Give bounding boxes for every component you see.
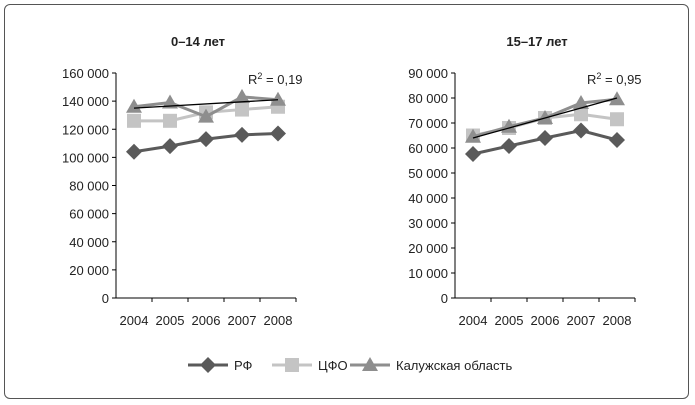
data-point	[537, 130, 553, 146]
chart-panel-1: 0–14 лет 0 20 000 40 000 60 000 80 000 100 000…	[62, 34, 303, 328]
data-point	[162, 138, 178, 155]
chart-panel-2: 15–17 лет 0 10 000 20 000 30 000 40 000 50 000…	[408, 34, 641, 328]
data-point	[574, 107, 588, 122]
x-tick-label: 2004	[459, 313, 488, 328]
data-point	[610, 112, 624, 127]
data-point	[162, 94, 178, 109]
data-point	[126, 143, 142, 160]
y-tick-label: 20 000	[69, 263, 109, 278]
data-point	[234, 126, 250, 143]
data-point	[127, 113, 141, 128]
x-tick-label: 2006	[531, 313, 560, 328]
r-squared-label: R2 = 0,19	[248, 71, 303, 87]
data-point	[234, 88, 250, 103]
r-superscript: 2	[596, 71, 601, 81]
r-squared-label: R2 = 0,95	[587, 71, 642, 87]
chart-frame	[4, 4, 689, 399]
y-tick-label: 60 000	[408, 141, 448, 156]
y-tick-label: 160 000	[62, 66, 109, 81]
chart-title: 15–17 лет	[506, 34, 567, 49]
legend: РФ ЦФО Калужская область	[188, 357, 512, 373]
x-tick-label: 2007	[567, 313, 596, 328]
data-point	[573, 95, 589, 109]
y-tick-label: 0	[102, 291, 109, 306]
x-tick-label: 2005	[156, 313, 185, 328]
legend-marker-diamond	[200, 357, 216, 373]
data-point	[537, 110, 553, 124]
legend-marker-square	[285, 358, 299, 372]
x-tick-label: 2008	[264, 313, 293, 328]
legend-label: РФ	[234, 358, 253, 373]
legend-marker-triangle	[362, 357, 378, 371]
y-tick-label: 60 000	[69, 207, 109, 222]
y-tick-label: 20 000	[408, 241, 448, 256]
chart-title: 0–14 лет	[171, 34, 225, 49]
data-point	[609, 132, 625, 148]
legend-label: ЦФО	[318, 358, 348, 373]
y-tick-label: 120 000	[62, 122, 109, 137]
y-tick-label: 140 000	[62, 94, 109, 109]
x-tick-label: 2007	[228, 313, 257, 328]
y-tick-label: 30 000	[408, 216, 448, 231]
x-tick-label: 2008	[603, 313, 632, 328]
y-tick-label: 10 000	[408, 266, 448, 281]
data-point	[270, 125, 286, 142]
data-point	[235, 102, 249, 117]
y-tick-label: 40 000	[408, 191, 448, 206]
data-point	[465, 128, 481, 143]
data-point	[270, 91, 286, 106]
legend-label: Калужская область	[396, 358, 512, 373]
trendline	[133, 99, 279, 109]
y-tick-label: 100 000	[62, 150, 109, 165]
r-value: = 0,19	[262, 72, 302, 87]
y-tick-label: 90 000	[408, 66, 448, 81]
data-point	[126, 98, 142, 113]
r-label: R	[587, 72, 596, 87]
x-tick-label: 2006	[192, 313, 221, 328]
data-point	[198, 131, 214, 148]
data-point	[573, 122, 589, 139]
data-point	[163, 113, 177, 128]
r-superscript: 2	[257, 71, 262, 81]
trendline	[472, 97, 618, 139]
data-point	[501, 138, 517, 154]
y-tick-label: 50 000	[408, 166, 448, 181]
y-tick-label: 80 000	[408, 91, 448, 106]
y-tick-label: 40 000	[69, 235, 109, 250]
y-tick-label: 0	[441, 291, 448, 306]
data-point	[465, 146, 481, 162]
y-tick-label: 80 000	[69, 179, 109, 194]
x-tick-label: 2004	[120, 313, 149, 328]
r-label: R	[248, 72, 257, 87]
r-value: = 0,95	[601, 72, 641, 87]
y-tick-label: 70 000	[408, 116, 448, 131]
x-tick-label: 2005	[495, 313, 524, 328]
data-point	[198, 108, 214, 123]
